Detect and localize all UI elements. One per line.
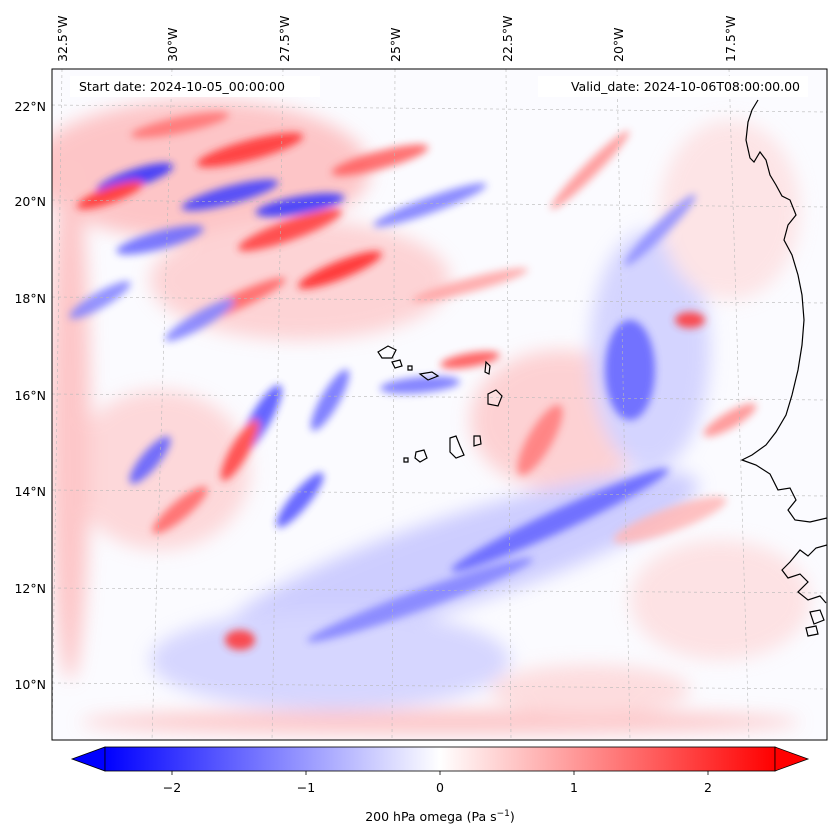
lat-tick-labels: 22°N 20°N 18°N 16°N 14°N 12°N 10°N bbox=[14, 99, 46, 692]
lat-tick-label: 16°N bbox=[14, 388, 46, 403]
cape-verde-islands bbox=[377, 345, 503, 463]
valid-date-text: Valid_date: 2024-10-06T08:00:00.00 bbox=[571, 79, 800, 94]
coastline bbox=[740, 99, 827, 637]
colorbar-gradient bbox=[104, 746, 776, 772]
colorbar-title-close: ) bbox=[510, 809, 515, 824]
colorbar-title-main: 200 hPa omega (Pa s bbox=[365, 809, 496, 824]
omega-field-streaks bbox=[69, 111, 757, 650]
colorbar-extend-low bbox=[70, 746, 106, 772]
colorbar-title-superscript: −1 bbox=[497, 809, 510, 819]
colorbar: −2 −1 0 1 2 200 hPa omega (Pa s−1) bbox=[70, 746, 810, 824]
africa-coastline-south bbox=[781, 544, 827, 604]
lat-tick-label: 10°N bbox=[14, 677, 46, 692]
lon-tick-label: 22.5°W bbox=[500, 16, 515, 62]
valid-date-box bbox=[538, 76, 808, 97]
lat-tick-label: 22°N bbox=[14, 99, 46, 114]
colorbar-tick-label: 1 bbox=[570, 780, 578, 795]
lat-tick-label: 18°N bbox=[14, 291, 46, 306]
colorbar-title: 200 hPa omega (Pa s−1) bbox=[365, 809, 515, 824]
start-date-annotation: Start date: 2024-10-05_00:00:00 bbox=[70, 76, 320, 97]
lat-tick-label: 12°N bbox=[14, 581, 46, 596]
lat-tick-label: 20°N bbox=[14, 194, 46, 209]
map-gridlines bbox=[52, 69, 827, 740]
africa-coastline bbox=[740, 99, 827, 523]
guinea-islands bbox=[805, 609, 825, 637]
valid-date-annotation: Valid_date: 2024-10-06T08:00:00.00 bbox=[538, 76, 808, 97]
lat-tick-label: 14°N bbox=[14, 484, 46, 499]
colorbar-tick-label: 2 bbox=[704, 780, 712, 795]
colorbar-tick-label: −2 bbox=[163, 780, 181, 795]
lon-tick-label: 25°W bbox=[388, 27, 403, 62]
colorbar-extend-high bbox=[774, 746, 810, 772]
start-date-box bbox=[70, 76, 320, 97]
colorbar-tick-label: −1 bbox=[297, 780, 315, 795]
lon-tick-label: 17.5°W bbox=[723, 16, 738, 62]
colorbar-ticks bbox=[171, 771, 709, 775]
start-date-text: Start date: 2024-10-05_00:00:00 bbox=[79, 79, 285, 94]
map-plot-area: Start date: 2024-10-05_00:00:00 Valid_da… bbox=[52, 69, 827, 740]
colorbar-tick-label: 0 bbox=[436, 780, 444, 795]
lon-tick-label: 20°W bbox=[611, 27, 626, 62]
lon-tick-label: 30°W bbox=[165, 27, 180, 62]
lon-tick-label: 32.5°W bbox=[55, 16, 70, 62]
map-frame bbox=[51, 68, 828, 741]
lon-tick-labels: 32.5°W 30°W 27.5°W 25°W 22.5°W 20°W 17.5… bbox=[55, 16, 738, 62]
lon-tick-label: 27.5°W bbox=[277, 16, 292, 62]
